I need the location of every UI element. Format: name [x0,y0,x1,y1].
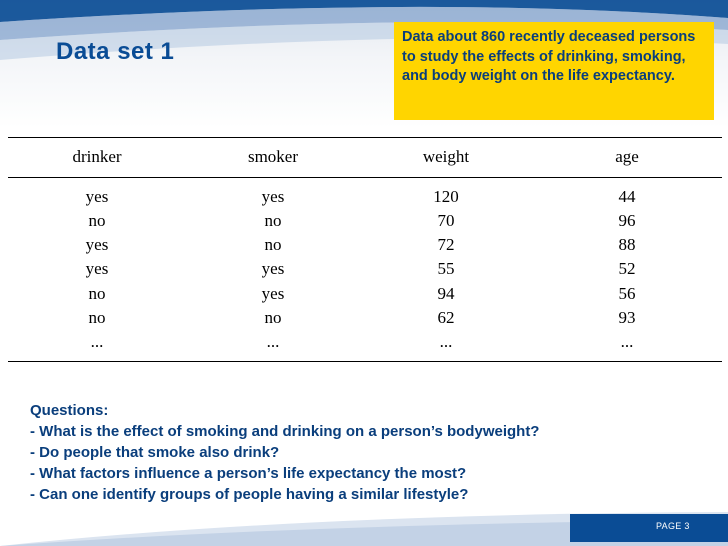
questions-block: Questions: - What is the effect of smoki… [30,400,539,505]
table-cell: no [88,308,106,327]
footer-swoosh-decoration [0,512,728,546]
table-cell: yes [85,235,109,254]
table-cell: 94 [437,284,455,303]
table-cell: 56 [618,284,636,303]
question-item: - What factors influence a person’s life… [30,465,467,482]
column-header: age [615,147,639,166]
table-cell: no [264,235,282,254]
table-top-rule [8,137,722,138]
question-item: - Do people that smoke also drink? [30,444,280,461]
table-cell: 96 [618,211,636,230]
slide-header: Data set 1 Data about 860 recently decea… [0,0,728,128]
table-cell: 88 [618,235,636,254]
table-cell: 62 [437,308,455,327]
table-cell: ... [620,332,634,351]
table-cell: no [88,284,106,303]
table-cell: no [264,211,282,230]
table-cell: 44 [618,187,636,206]
table-cell: no [264,308,282,327]
table-cell: yes [261,187,285,206]
table-cell: yes [261,284,285,303]
table-cell: ... [266,332,280,351]
table-cell: 55 [437,259,455,278]
table-cell: ... [90,332,104,351]
footer-bar [570,514,728,542]
table-cell: 72 [437,235,455,254]
slide-title: Data set 1 [56,38,175,65]
table-cell: yes [261,259,285,278]
column-header: drinker [72,147,122,166]
column-header: smoker [247,147,299,166]
questions-heading: Questions: [30,402,109,419]
page-number: PAGE 3 [656,521,690,531]
table-cell: 52 [618,259,636,278]
column-header: weight [422,147,470,166]
table-cell: ... [439,332,453,351]
table-cell: no [88,211,106,230]
table-cell: 70 [437,211,455,230]
table-cell: yes [85,259,109,278]
table-cell: 93 [618,308,636,327]
question-item: - What is the effect of smoking and drin… [30,423,540,440]
table-bottom-rule [8,361,722,362]
table-cell: yes [85,187,109,206]
table-cell: 120 [433,187,459,206]
question-item: - Can one identify groups of people havi… [30,486,469,503]
callout-box: Data about 860 recently deceased persons… [394,22,714,120]
table-header-rule [8,177,722,178]
